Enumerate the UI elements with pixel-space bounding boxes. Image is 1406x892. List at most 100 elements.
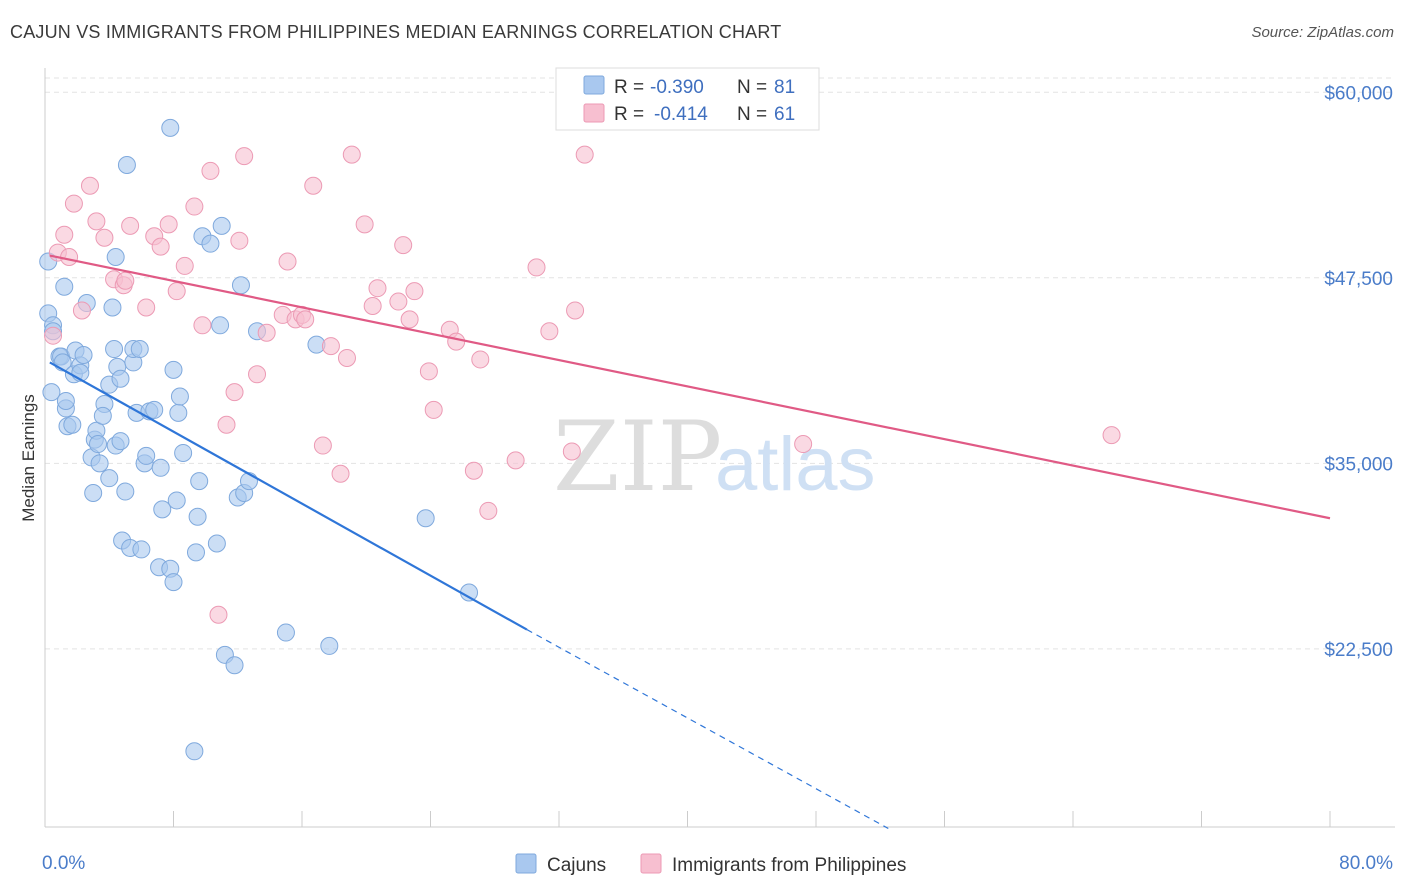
- philippines-point-26: [235, 147, 254, 166]
- philippines-point-43: [389, 292, 408, 311]
- cajun-point-48: [151, 458, 170, 477]
- philippines-point-5: [72, 301, 91, 320]
- philippines-point-27: [248, 365, 267, 384]
- philippines-point-39: [342, 145, 361, 164]
- x-tick-label-0: 0.0%: [42, 853, 85, 874]
- cajun-point-44: [137, 446, 156, 465]
- cajun-point-50: [161, 118, 180, 137]
- cajun-point-41: [130, 340, 149, 359]
- cajun-point-11: [63, 415, 82, 434]
- philippines-point-60: [794, 435, 813, 454]
- source-label: Source: ZipAtlas.com: [1251, 24, 1394, 41]
- cajun-point-49: [153, 500, 172, 519]
- bottom-legend-swatch-cajuns: [515, 853, 537, 874]
- cajun-point-30: [106, 248, 125, 267]
- cajun-point-76: [416, 509, 435, 528]
- legend-r-label: R =: [614, 104, 644, 125]
- philippines-point-19: [185, 197, 204, 216]
- cajun-point-42: [132, 540, 151, 559]
- philippines-point-30: [278, 252, 297, 271]
- cajun-point-28: [105, 340, 124, 359]
- philippines-point-24: [225, 383, 244, 402]
- y-tick-label-2: $47,500: [1324, 269, 1393, 290]
- philippines-point-47: [419, 362, 438, 381]
- philippines-point-8: [95, 228, 114, 247]
- cajun-point-16: [74, 345, 93, 364]
- cajun-point-56: [170, 387, 189, 406]
- philippines-point-55: [527, 258, 546, 277]
- trend-lines: [49, 254, 1331, 830]
- axes: [44, 68, 1395, 828]
- series-philippines-points: [44, 145, 1121, 624]
- legend-swatch-cajuns: [583, 75, 605, 95]
- philippines-point-35: [313, 436, 332, 455]
- philippines-point-57: [562, 442, 581, 461]
- philippines-point-58: [566, 301, 585, 320]
- philippines-point-16: [159, 215, 178, 234]
- y-tick-label-3: $60,000: [1324, 83, 1393, 104]
- x-tick-label-1: 80.0%: [1339, 853, 1393, 874]
- cajun-point-58: [186, 543, 205, 562]
- philippines-point-34: [304, 176, 323, 195]
- legend: R = -0.390 N = 81 R = -0.414 N = 61: [555, 67, 820, 131]
- philippines-point-36: [321, 337, 340, 356]
- philippines-point-40: [355, 215, 374, 234]
- philippines-point-54: [506, 451, 525, 470]
- cajun-point-62: [201, 234, 220, 253]
- cajun-point-36: [117, 155, 136, 174]
- philippines-point-44: [394, 236, 413, 255]
- philippines-point-21: [201, 161, 220, 180]
- bottom-legend-cajuns: Cajuns: [547, 855, 606, 876]
- philippines-point-42: [368, 279, 387, 298]
- philippines-point-6: [80, 176, 99, 195]
- philippines-point-15: [151, 237, 170, 256]
- bottom-legend-philippines: Immigrants from Philippines: [672, 855, 906, 876]
- cajun-point-65: [212, 216, 231, 235]
- cajun-point-27: [103, 298, 122, 317]
- y-axis-label: Median Earnings: [19, 394, 38, 522]
- series-cajuns-points: [39, 118, 479, 761]
- cajun-point-79: [56, 392, 75, 411]
- cajun-point-57: [174, 443, 193, 462]
- philippines-point-61: [1102, 426, 1121, 445]
- cajun-point-75: [320, 636, 339, 655]
- philippines-point-20: [193, 316, 212, 335]
- watermark: ZIP atlas: [553, 401, 876, 513]
- cajun-point-59: [188, 507, 207, 526]
- philippines-point-25: [230, 231, 249, 250]
- x-tick-labels: 0.0% 80.0%: [42, 853, 1393, 874]
- legend-r-value-cajuns: -0.390: [650, 77, 704, 98]
- cajun-point-55: [169, 403, 188, 422]
- cajun-point-67: [225, 656, 244, 675]
- philippines-point-2: [55, 225, 74, 244]
- philippines-point-13: [137, 298, 156, 317]
- y-tick-label-0: $22,500: [1324, 640, 1393, 661]
- philippines-point-46: [405, 282, 424, 301]
- bottom-legend: Cajuns Immigrants from Philippines: [515, 853, 906, 876]
- cajun-point-23: [90, 454, 109, 473]
- philippines-point-22: [209, 605, 228, 624]
- legend-n-label: N =: [737, 77, 767, 98]
- cajun-point-52: [164, 573, 183, 592]
- philippines-point-3: [60, 248, 79, 267]
- cajun-point-35: [116, 482, 135, 501]
- cajun-point-80: [93, 406, 112, 425]
- legend-n-value-philippines: 61: [774, 104, 795, 125]
- philippines-point-41: [363, 297, 382, 316]
- watermark-atlas: atlas: [715, 422, 876, 507]
- philippines-point-38: [337, 348, 356, 367]
- philippines-point-48: [424, 400, 443, 419]
- philippines-point-37: [331, 464, 350, 483]
- philippines-point-12: [121, 216, 140, 235]
- philippines-point-52: [471, 350, 490, 369]
- philippines-point-59: [575, 145, 594, 164]
- cajun-point-53: [164, 360, 183, 379]
- philippines-point-17: [167, 282, 186, 301]
- cajun-point-78: [185, 742, 204, 761]
- cajun-point-32: [111, 369, 130, 388]
- cajun-trend-line: [49, 361, 528, 631]
- cajun-point-26: [100, 469, 119, 488]
- philippines-trend-line: [49, 254, 1331, 520]
- cajun-point-8: [55, 277, 74, 296]
